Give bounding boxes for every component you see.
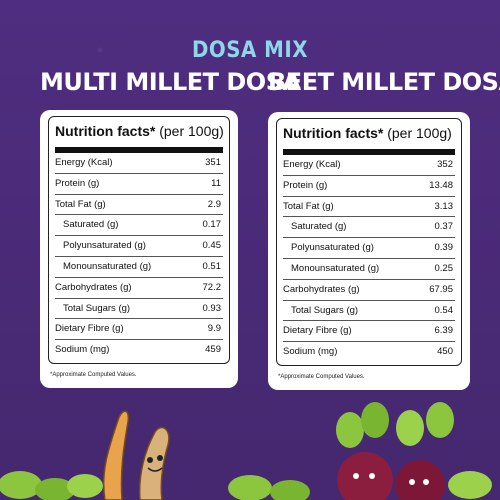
nutrition-panel-title: Nutrition facts* (per 100g): [55, 123, 224, 153]
nutrition-row: Carbohydrates (g) 72.2: [55, 278, 223, 299]
nutrition-row: Dietary Fibre (g) 9.9: [55, 319, 223, 341]
nutrient-value: 6.39: [434, 325, 454, 337]
nutrient-label: Sodium (mg): [283, 346, 338, 358]
nutrient-value: 0.39: [434, 242, 454, 254]
nutrient-value: 0.37: [434, 221, 454, 233]
nutrition-row: Polyunsaturated (g) 0.39: [283, 238, 455, 259]
nutrient-label: Total Fat (g): [283, 200, 334, 212]
nutrient-value: 13.48: [429, 179, 453, 191]
nutrient-value: 0.93: [202, 302, 222, 314]
approximate-note: *Approximate Computed Values.: [50, 372, 137, 378]
nutrition-row: Energy (Kcal) 352: [283, 155, 455, 176]
nutrient-label: Polyunsaturated (g): [63, 240, 146, 252]
leaf-cluster-right: [228, 471, 492, 500]
nutrient-label: Saturated (g): [291, 221, 347, 233]
nutrition-row: Dietary Fibre (g) 6.39: [283, 321, 455, 343]
nutrient-value: 0.51: [202, 260, 222, 272]
nutrient-label: Total Sugars (g): [291, 304, 359, 316]
nutrient-label: Energy (Kcal): [55, 157, 113, 168]
panel-title-sub: (per 100g): [159, 123, 224, 139]
nutrition-row: Saturated (g) 0.17: [55, 215, 223, 237]
nutrient-label: Dietary Fibre (g): [283, 325, 352, 337]
nutrient-label: Dietary Fibre (g): [55, 323, 124, 335]
nutrient-value: 352: [437, 159, 453, 170]
nutrient-value: 450: [437, 346, 453, 358]
nutrition-row: Total Sugars (g) 0.54: [283, 301, 455, 322]
nutrient-label: Polyunsaturated (g): [291, 242, 374, 254]
nutrient-label: Sodium (mg): [55, 344, 110, 356]
nutrition-row: Sodium (mg) 459: [55, 340, 223, 360]
nutrient-label: Carbohydrates (g): [283, 283, 360, 295]
nutrition-rows: Energy (Kcal) 351 Protein (g) 11 Total Fat (…: [55, 153, 223, 360]
nutrition-row: Monounsaturated (g) 0.25: [283, 259, 455, 280]
nutrition-row: Protein (g) 13.48: [283, 176, 455, 197]
nutrient-value: 11: [211, 177, 221, 189]
nutrition-row: Sodium (mg) 450: [283, 342, 455, 362]
nutrition-row: Total Fat (g) 2.9: [55, 195, 223, 216]
panel-title-main: Nutrition facts*: [283, 125, 384, 141]
beet-right: [336, 402, 454, 500]
nutrition-row: Monounsaturated (g) 0.51: [55, 257, 223, 278]
beet-leaves-illustration: [0, 402, 492, 500]
product-name-beet-millet: BEET MILLET DOSA: [268, 68, 500, 96]
product-name-multi-millet: MULTI MILLET DOSA: [40, 68, 301, 96]
nutrient-label: Saturated (g): [63, 219, 119, 231]
nutrient-value: 0.17: [202, 219, 222, 231]
panel-title-sub: (per 100g): [387, 125, 452, 141]
nutrient-value: 3.13: [434, 200, 454, 212]
nutrition-panel-title: Nutrition facts* (per 100g): [283, 125, 455, 155]
nutrient-label: Carbohydrates (g): [55, 281, 132, 293]
nutrition-rows: Energy (Kcal) 352 Protein (g) 13.48 Total Fa…: [283, 155, 455, 362]
nutrition-row: Energy (Kcal) 351: [55, 153, 223, 174]
nutrient-label: Protein (g): [283, 179, 328, 191]
nutrient-value: 67.95: [429, 283, 453, 295]
nutrient-label: Protein (g): [55, 177, 100, 189]
nutrition-row: Total Fat (g) 3.13: [283, 197, 455, 218]
nutrient-value: 459: [205, 344, 221, 356]
approximate-note: *Approximate Computed Values.: [278, 374, 365, 380]
nutrient-value: 72.2: [202, 281, 222, 293]
millet-character-illustration: [102, 410, 170, 500]
nutrition-panel: Nutrition facts* (per 100g) Energy (Kcal…: [276, 118, 462, 366]
nutrition-card-multi-millet: Nutrition facts* (per 100g) Energy (Kcal…: [40, 110, 238, 388]
nutrient-label: Monounsaturated (g): [63, 260, 152, 272]
nutrition-row: Carbohydrates (g) 67.95: [283, 280, 455, 301]
nutrient-label: Total Sugars (g): [63, 302, 131, 314]
nutrient-value: 351: [205, 157, 221, 168]
nutrient-value: 0.45: [202, 240, 222, 252]
nutrition-row: Total Sugars (g) 0.93: [55, 299, 223, 320]
nutrient-label: Total Fat (g): [55, 198, 106, 210]
nutrient-value: 2.9: [207, 198, 221, 210]
nutrition-card-beet-millet: Nutrition facts* (per 100g) Energy (Kcal…: [268, 112, 470, 390]
nutrient-label: Monounsaturated (g): [291, 262, 380, 274]
nutrient-value: 0.54: [434, 304, 454, 316]
nutrition-row: Polyunsaturated (g) 0.45: [55, 236, 223, 257]
nutrition-panel: Nutrition facts* (per 100g) Energy (Kcal…: [48, 116, 230, 364]
nutrition-row: Protein (g) 11: [55, 174, 223, 195]
leaf-cluster-left: [0, 471, 103, 500]
page-title: DOSA MIX: [191, 38, 309, 63]
nutrient-value: 9.9: [207, 323, 221, 335]
nutrient-value: 0.25: [434, 262, 454, 274]
nutrient-label: Energy (Kcal): [283, 159, 341, 170]
panel-title-main: Nutrition facts*: [55, 123, 156, 139]
nutrition-row: Saturated (g) 0.37: [283, 217, 455, 239]
